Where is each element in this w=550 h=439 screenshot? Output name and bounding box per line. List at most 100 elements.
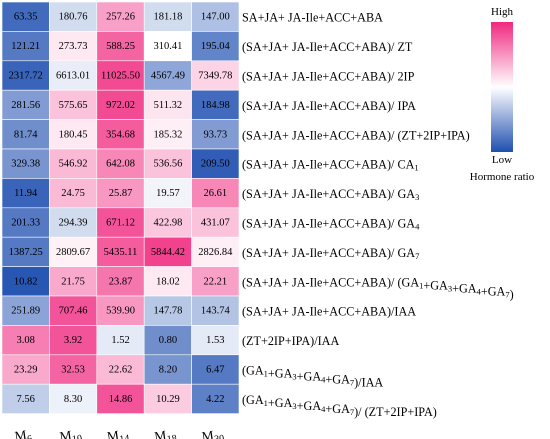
heatmap-cell — [49, 236, 98, 267]
row-label-part: +GA — [325, 373, 350, 387]
cell-value-label: 209.50 — [201, 159, 230, 170]
cell-value-label: 4567.49 — [151, 71, 185, 82]
column-label-subscript: 14 — [119, 433, 130, 439]
cell-value-label: 195.04 — [201, 41, 231, 52]
legend-color-bar — [491, 22, 513, 152]
cell-value-label: 6.47 — [206, 365, 224, 376]
heatmap-cell — [1, 266, 50, 297]
row-label-part: (GA — [242, 393, 264, 407]
row-label-part: +GA — [325, 402, 350, 416]
cell-value-label: 180.76 — [59, 12, 88, 23]
row-label-part: +GA — [452, 281, 477, 295]
row-label: (SA+JA+ JA-Ile+ACC+ABA)/ ZT — [242, 40, 413, 54]
row-label-part: +GA — [268, 367, 293, 381]
cell-value-label: 63.35 — [14, 12, 38, 23]
cell-value-label: 185.32 — [153, 129, 182, 140]
cell-value-label: 329.38 — [11, 159, 40, 170]
cell-value-label: 21.75 — [61, 276, 85, 287]
row-label-subscript: 3 — [415, 192, 419, 202]
cell-value-label: 536.56 — [153, 159, 182, 170]
cell-value-label: 671.12 — [106, 218, 135, 229]
heatmap-cell — [191, 236, 240, 267]
heatmap-cell — [49, 119, 98, 150]
row-label: (GA1+GA3+GA4+GA7)/ (ZT+2IP+IPA) — [242, 393, 437, 419]
row-label-part: (GA — [242, 364, 264, 378]
column-label-main: M — [14, 427, 28, 439]
row-label-subscript: 1 — [264, 369, 268, 379]
heatmap-cell — [96, 148, 145, 179]
cell-value-label: 642.08 — [106, 159, 135, 170]
cell-value-label: 10.29 — [156, 394, 180, 405]
cell-value-label: 4.22 — [206, 394, 224, 405]
column-label: M30 — [201, 426, 225, 439]
heatmap-cell — [1, 354, 50, 385]
cell-value-label: 707.46 — [59, 306, 88, 317]
cell-value-label: 93.73 — [203, 129, 227, 140]
heatmap-cell — [143, 325, 192, 356]
row-label-subscript: 4 — [321, 375, 326, 385]
row-label: (SA+JA+ JA-Ile+ACC+ABA)/ GA7 — [242, 246, 419, 261]
cell-value-label: 8.20 — [159, 365, 177, 376]
color-legend: High Low Hormone ratio — [470, 6, 535, 183]
column-label-main: M — [59, 428, 73, 439]
cell-value-label: 2809.67 — [56, 247, 90, 258]
heatmap-cell — [191, 266, 240, 297]
heatmap-cell — [143, 354, 192, 385]
row-label: (SA+JA+ JA-Ile+ACC+ABA)/ IPA — [242, 99, 416, 113]
row-label-part: (SA+JA+ JA-Ile+ACC+ABA)/ (GA — [242, 275, 419, 289]
heatmap-cell — [191, 148, 240, 179]
heatmap-cell — [1, 89, 50, 120]
legend-low-label: Low — [492, 154, 512, 166]
cell-value-label: 180.45 — [59, 129, 88, 140]
cell-value-label: 972.02 — [106, 100, 135, 111]
row-label-part: +GA — [423, 278, 448, 292]
column-label-main: M — [201, 428, 215, 439]
heatmap-cell — [96, 31, 145, 62]
row-label-subscript: 1 — [419, 280, 423, 290]
cell-value-label: 2317.72 — [9, 71, 43, 82]
cell-value-label: 8.30 — [64, 394, 82, 405]
heatmap-cell — [143, 89, 192, 120]
cell-value-label: 257.26 — [106, 12, 135, 23]
row-label-subscript: 7 — [350, 378, 354, 388]
row-label-subscript: 3 — [292, 372, 296, 382]
cell-value-label: 422.98 — [153, 218, 182, 229]
heatmap-cell — [96, 1, 145, 32]
cell-value-label: 431.07 — [201, 218, 230, 229]
row-label-subscript: 7 — [505, 289, 509, 299]
column-label-subscript: 18 — [166, 433, 177, 439]
row-label-part: SA+JA+ JA-Ile+ACC+ABA — [242, 11, 383, 25]
row-label-part: +GA — [297, 399, 322, 413]
column-label: M14 — [106, 426, 130, 439]
cell-value-label: 181.18 — [153, 12, 182, 23]
heatmap-cell — [1, 325, 50, 356]
cell-value-label: 201.33 — [11, 218, 40, 229]
column-label: M18 — [153, 426, 177, 439]
row-label-part: (SA+JA+ JA-Ile+ACC+ABA)/ ZT — [242, 40, 413, 54]
heatmap-cell — [96, 266, 145, 297]
heatmap-cell — [49, 89, 98, 120]
cell-value-label: 1.53 — [206, 335, 224, 346]
cell-value-label: 11.94 — [14, 188, 38, 199]
row-label-subscript: 4 — [477, 286, 482, 296]
row-label-part: (SA+JA+ JA-Ile+ACC+ABA)/ 2IP — [242, 70, 415, 84]
heatmap-cell — [191, 295, 240, 326]
cell-value-label: 26.61 — [203, 188, 227, 199]
cell-value-label: 2826.84 — [198, 247, 233, 258]
cell-value-label: 310.41 — [153, 41, 182, 52]
heatmap-cell — [49, 266, 98, 297]
row-label-part: (SA+JA+ JA-Ile+ACC+ABA)/ GA — [242, 187, 415, 201]
cell-value-label: 281.56 — [11, 100, 40, 111]
legend-caption: Hormone ratio — [470, 171, 535, 183]
cell-value-label: 25.87 — [109, 188, 133, 199]
row-label: (SA+JA+ JA-Ile+ACC+ABA)/ (GA1+GA3+GA4+GA… — [242, 275, 514, 301]
column-label-subscript: 30 — [214, 433, 225, 439]
column-label: M6 — [14, 427, 33, 439]
heatmap-cell — [143, 266, 192, 297]
cell-value-label: 7349.78 — [198, 71, 232, 82]
heatmap-cell — [143, 295, 192, 326]
cell-value-label: 575.65 — [59, 100, 88, 111]
row-label: SA+JA+ JA-Ile+ACC+ABA — [242, 11, 383, 25]
cell-value-label: 14.86 — [109, 394, 133, 405]
row-label-part: (SA+JA+ JA-Ile+ACC+ABA)/ GA — [242, 246, 415, 260]
